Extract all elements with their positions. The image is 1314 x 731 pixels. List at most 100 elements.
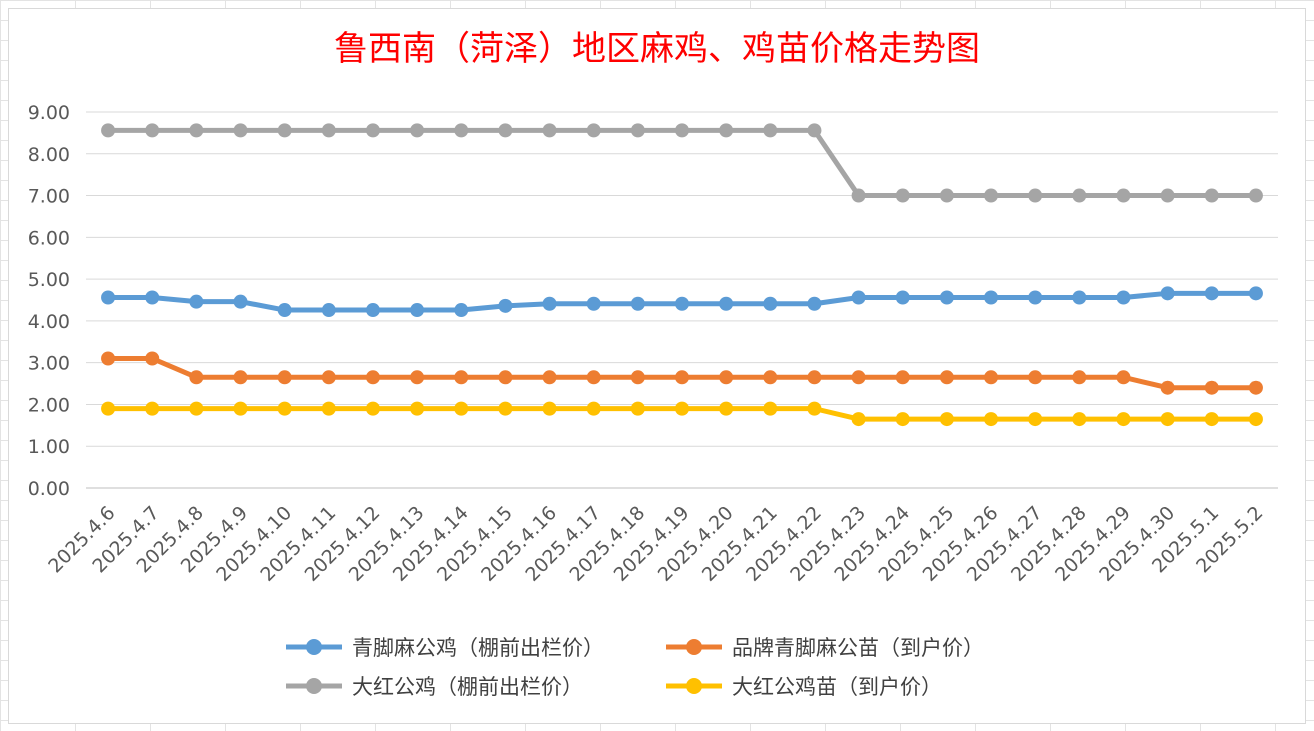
y-tick-label: 3.00	[28, 353, 70, 375]
data-point	[233, 294, 248, 309]
data-point	[1160, 380, 1175, 395]
data-point	[454, 303, 469, 318]
data-point	[277, 370, 292, 385]
data-point	[763, 296, 778, 311]
data-point	[189, 123, 204, 138]
data-point	[189, 401, 204, 416]
data-point	[1204, 286, 1219, 301]
data-point	[365, 401, 380, 416]
data-point	[1072, 370, 1087, 385]
data-point	[895, 370, 910, 385]
data-point	[586, 123, 601, 138]
y-tick-label: 5.00	[28, 269, 70, 291]
data-point	[454, 401, 469, 416]
gridlines	[86, 111, 1278, 489]
data-point	[365, 123, 380, 138]
series-layer	[101, 123, 1263, 427]
data-point	[101, 351, 116, 366]
data-point	[807, 401, 822, 416]
data-point	[719, 401, 734, 416]
data-point	[542, 123, 557, 138]
data-point	[719, 296, 734, 311]
data-point	[101, 123, 116, 138]
data-point	[145, 401, 160, 416]
data-point	[1204, 380, 1219, 395]
data-point	[851, 370, 866, 385]
data-point	[1160, 188, 1175, 203]
data-point	[1072, 412, 1087, 427]
data-point	[145, 123, 160, 138]
data-point	[321, 303, 336, 318]
chart-panel	[8, 8, 1306, 724]
legend-marker	[306, 639, 322, 655]
data-point	[365, 370, 380, 385]
data-point	[498, 370, 513, 385]
data-point	[630, 296, 645, 311]
data-point	[321, 370, 336, 385]
data-point	[939, 370, 954, 385]
data-point	[145, 351, 160, 366]
data-point	[675, 123, 689, 138]
data-point	[984, 370, 999, 385]
data-point	[763, 123, 778, 138]
data-point	[542, 401, 557, 416]
series-3	[101, 123, 1263, 203]
data-point	[939, 412, 954, 427]
legend-entry: 大红公鸡苗（到户价）	[666, 675, 942, 699]
data-point	[675, 370, 689, 385]
data-point	[1116, 412, 1131, 427]
data-point	[763, 370, 778, 385]
legend-entry: 青脚麻公鸡（棚前出栏价）	[286, 636, 604, 660]
data-point	[984, 290, 999, 305]
data-point	[321, 401, 336, 416]
data-point	[498, 123, 513, 138]
data-point	[277, 303, 292, 318]
data-point	[410, 123, 425, 138]
data-point	[1028, 370, 1043, 385]
data-point	[1248, 286, 1263, 301]
data-point	[145, 290, 160, 305]
data-point	[719, 123, 734, 138]
data-point	[1072, 290, 1087, 305]
legend-label: 品牌青脚麻公苗（到户价）	[732, 636, 984, 660]
data-point	[277, 401, 292, 416]
legend-marker	[686, 639, 702, 655]
data-point	[101, 290, 116, 305]
data-point	[984, 412, 999, 427]
data-point	[675, 401, 689, 416]
data-point	[1028, 412, 1043, 427]
data-point	[189, 370, 204, 385]
data-point	[984, 188, 999, 203]
x-axis-ticks: 2025.4.62025.4.72025.4.82025.4.92025.4.1…	[44, 502, 1267, 586]
data-point	[1116, 188, 1131, 203]
data-point	[851, 290, 866, 305]
data-point	[233, 370, 248, 385]
data-point	[454, 370, 469, 385]
y-tick-label: 4.00	[28, 311, 70, 333]
data-point	[586, 401, 601, 416]
series-2	[101, 351, 1263, 395]
data-point	[895, 290, 910, 305]
data-point	[939, 290, 954, 305]
data-point	[630, 370, 645, 385]
data-point	[542, 370, 557, 385]
data-point	[939, 188, 954, 203]
data-point	[630, 123, 645, 138]
data-point	[321, 123, 336, 138]
series-line	[105, 127, 1259, 199]
data-point	[498, 298, 513, 313]
y-axis-ticks: 0.00 1.00 2.00 3.00 4.00 5.00 6.00 7.00 8.00 9.00	[28, 102, 70, 500]
y-tick-label: 2.00	[28, 394, 70, 416]
data-point	[851, 188, 866, 203]
data-point	[851, 412, 866, 427]
data-point	[763, 401, 778, 416]
data-point	[1160, 412, 1175, 427]
data-point	[101, 401, 116, 416]
data-point	[1248, 412, 1263, 427]
data-point	[719, 370, 734, 385]
data-point	[630, 401, 645, 416]
data-point	[498, 401, 513, 416]
data-point	[410, 303, 425, 318]
data-point	[1116, 290, 1131, 305]
